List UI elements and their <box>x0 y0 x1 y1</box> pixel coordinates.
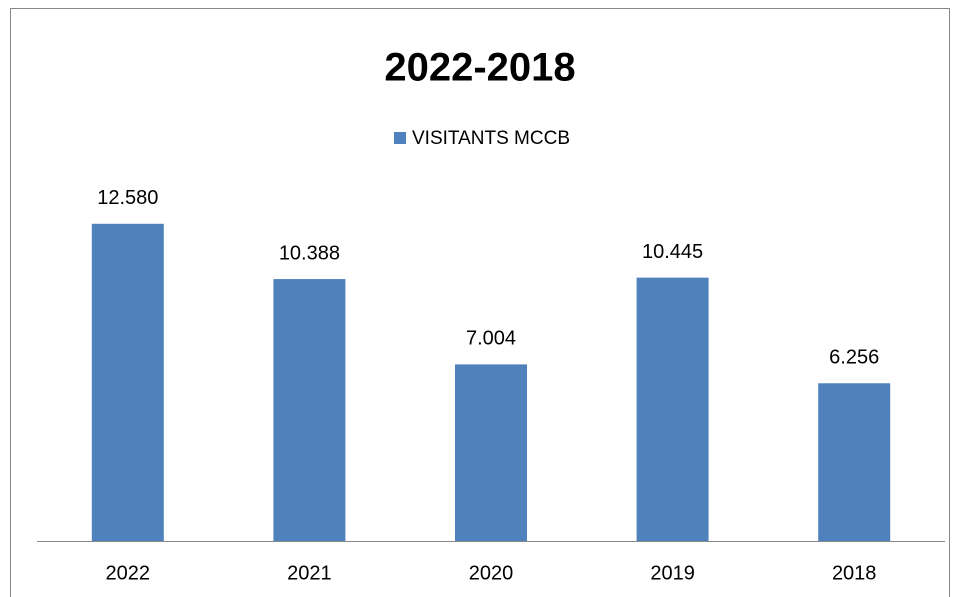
legend-swatch <box>394 132 406 144</box>
value-label: 10.388 <box>279 242 340 264</box>
chart-title: 2022-2018 <box>384 46 575 90</box>
bar <box>455 364 527 541</box>
value-label: 7.004 <box>466 328 516 350</box>
bar <box>273 279 346 541</box>
x-tick-label: 2020 <box>469 562 514 584</box>
bar <box>818 383 891 541</box>
value-label: 12.580 <box>97 187 158 209</box>
value-label: 6.256 <box>829 347 879 369</box>
value-label: 10.445 <box>642 241 703 263</box>
x-tick-label: 2018 <box>832 562 877 584</box>
bar <box>636 277 709 541</box>
x-tick-label: 2022 <box>106 562 151 584</box>
x-tick-label: 2019 <box>650 562 695 584</box>
bar <box>91 223 164 541</box>
x-tick-label: 2021 <box>287 562 332 584</box>
legend-label: VISITANTS MCCB <box>412 128 570 149</box>
